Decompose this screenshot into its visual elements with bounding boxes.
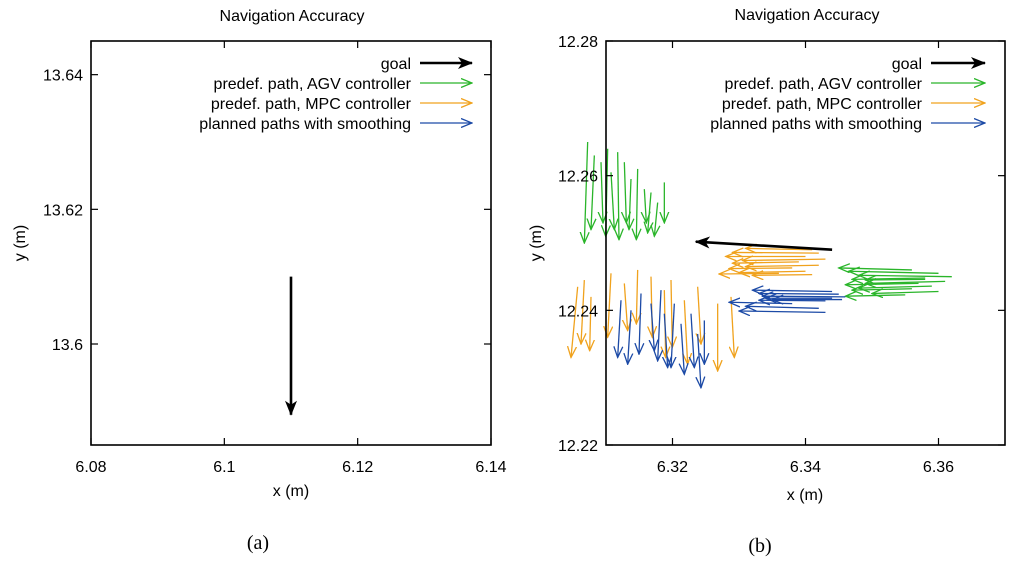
legend-label-smooth: planned paths with smoothing [199,116,411,133]
arrows-layer-b [694,236,952,313]
goal-arrow [694,236,833,252]
y-axis-label-b: y (m) [528,225,545,261]
smooth-arrow [752,290,833,291]
mpc-arrow [624,283,627,330]
smooth-arrow [762,296,846,297]
arrows-layer-a [285,141,734,416]
chart-title-a: Navigation Accuracy [220,8,365,25]
x-tick-label: 6.32 [657,459,688,476]
mpc-arrow [590,296,591,351]
panel-caption-a: (a) [247,532,269,554]
smooth-arrow [729,302,793,303]
smooth-arrow [671,303,674,368]
smooth-arrow [628,310,631,364]
y-tick-label: 12.28 [558,34,598,51]
agv-arrow [648,192,651,233]
mpc-arrow [731,296,734,358]
agv-arrow [859,275,952,276]
x-tick-label: 6.14 [475,459,506,476]
mpc-arrow [684,300,687,364]
legend-a: goal predef. path, AGV controller predef. … [199,56,473,133]
tick-layer-b: 6.32 6.34 6.36 12.22 12.24 12.26 12.28 [558,34,1005,476]
mpc-arrow [719,273,779,274]
mpc-arrow [746,265,819,266]
y-tick-label: 13.6 [52,337,83,354]
legend-label-smooth: planned paths with smoothing [710,116,922,133]
smooth-arrow [658,290,661,361]
agv-arrow [591,155,594,229]
panel-a: Navigation Accuracy 6.08 6.1 6.12 6.14 13.6 1… [12,8,734,554]
smooth-arrow [759,300,826,301]
agv-arrow [636,168,637,240]
mpc-arrow [739,271,806,272]
y-tick-label: 12.24 [558,303,598,320]
agv-arrow [629,179,631,230]
mpc-arrow [581,279,584,344]
legend-label-agv: predef. path, AGV controller [725,76,923,93]
mpc-arrow [636,269,637,324]
agv-arrow [859,286,932,288]
mpc-arrow [752,275,813,276]
y-axis-label-a: y (m) [12,225,29,261]
smooth-arrow [691,313,694,368]
smooth-arrow [639,293,641,355]
agv-arrow [654,202,657,237]
y-tick-label: 12.22 [558,438,598,455]
y-tick-label: 13.64 [43,68,83,85]
x-tick-label: 6.36 [923,459,954,476]
chart-title-b: Navigation Accuracy [735,7,880,24]
agv-arrow [865,281,946,283]
legend-label-goal: goal [892,56,922,73]
agv-arrow [849,271,939,273]
agv-arrow [845,283,919,284]
y-tick-label: 12.26 [558,169,598,186]
x-tick-label: 6.12 [342,459,373,476]
agv-arrow [618,152,619,240]
x-tick-label: 6.34 [790,459,821,476]
smooth-arrow [746,306,819,308]
agv-arrow [611,172,614,229]
mpc-arrow [732,262,799,263]
agv-arrow [839,268,912,270]
mpc-arrow [729,268,793,269]
agv-arrow [644,189,646,223]
panel-caption-b: (b) [748,535,771,557]
y-tick-label: 13.62 [43,202,83,219]
tick-layer-a: 6.08 6.1 6.12 6.14 13.6 13.62 13.64 [43,41,507,476]
agv-arrow [584,141,587,243]
smooth-arrow [759,294,839,295]
agv-arrow [872,291,939,293]
x-tick-label: 6.08 [75,459,106,476]
mpc-arrow [571,286,579,358]
x-axis-label-b: x (m) [787,487,823,504]
plot-frame-a [90,40,492,446]
legend-label-agv: predef. path, AGV controller [214,76,412,93]
x-axis-label-a: x (m) [273,483,309,500]
agv-arrow [845,295,906,296]
smooth-arrow [739,311,826,312]
smooth-arrow [681,323,684,375]
mpc-arrow [732,252,819,253]
smooth-arrow [618,300,621,357]
legend-label-goal: goal [381,56,411,73]
plot-frame-b [605,40,1006,446]
x-tick-label: 6.1 [213,459,235,476]
mpc-arrow [608,273,611,337]
agv-arrow [624,162,626,223]
legend-label-mpc: predef. path, MPC controller [722,96,923,113]
mpc-arrow [742,259,826,260]
legend-b: goal predef. path, AGV controller predef. … [710,56,986,133]
mpc-arrow [698,286,701,344]
legend-label-mpc: predef. path, MPC controller [211,96,412,113]
agv-arrow [865,279,926,280]
agv-arrow [601,162,603,223]
agv-arrow [852,289,912,290]
mpc-arrow [746,248,813,249]
smooth-arrow [651,303,654,351]
panel-b: Navigation Accuracy 6.32 6.34 6.36 12.22 12.… [528,7,1006,557]
